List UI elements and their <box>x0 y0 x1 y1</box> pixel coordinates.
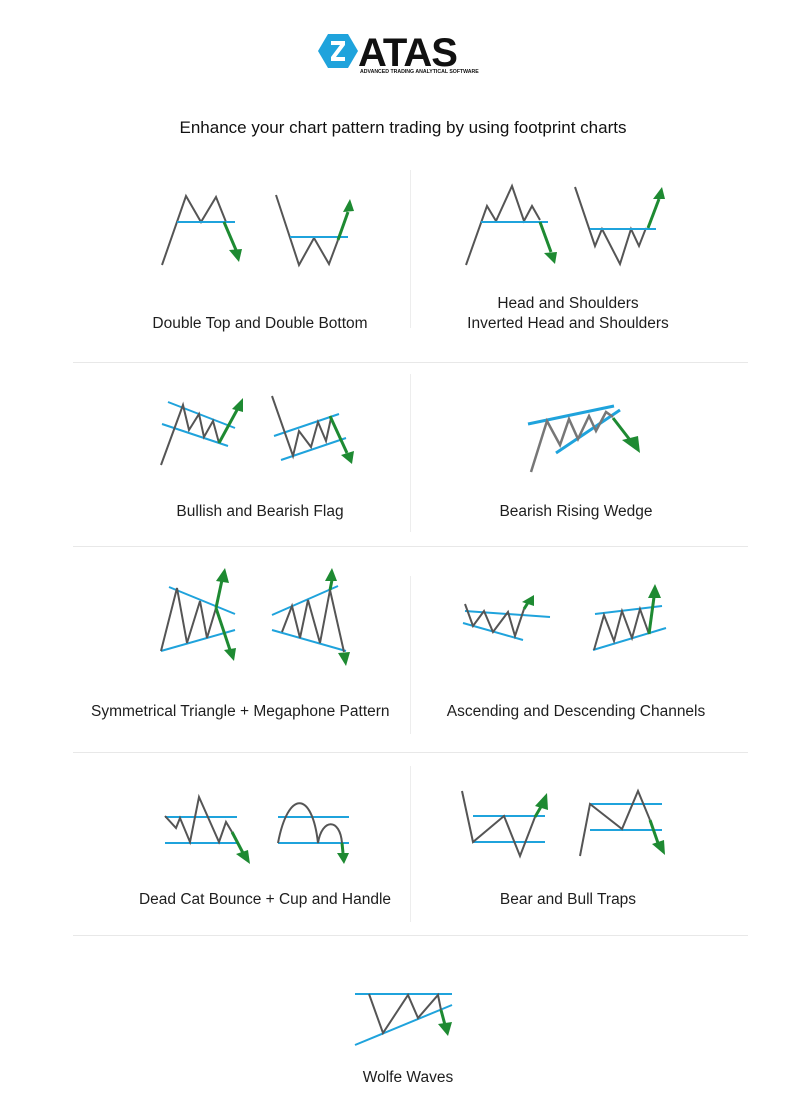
row-divider <box>73 935 748 936</box>
svg-text:ATAS: ATAS <box>358 32 457 74</box>
svg-text:ADVANCED TRADING ANALYTICAL SO: ADVANCED TRADING ANALYTICAL SOFTWARE <box>360 69 479 74</box>
column-divider <box>410 374 411 532</box>
column-divider <box>410 576 411 734</box>
row-divider <box>73 362 748 363</box>
column-divider <box>410 170 411 328</box>
pattern-label-flags: Bullish and Bearish Flag <box>176 503 344 520</box>
column-divider <box>410 766 411 922</box>
row-divider <box>73 546 748 547</box>
pattern-label-rising-wedge: Bearish Rising Wedge <box>499 503 653 520</box>
row-divider <box>73 752 748 753</box>
pattern-label-head-shoulders: Head and Shoulders Inverted Head and Sho… <box>418 294 718 334</box>
pattern-label-wolfe-waves: Wolfe Waves <box>362 1069 454 1086</box>
pattern-label-traps: Bear and Bull Traps <box>499 891 637 908</box>
pattern-label-dead-cat-cup: Dead Cat Bounce + Cup and Handle <box>138 891 392 908</box>
label-line-2: Inverted Head and Shoulders <box>467 315 669 332</box>
pattern-label-triangle-megaphone: Symmetrical Triangle + Megaphone Pattern <box>91 703 390 720</box>
atas-logo: ATAS ADVANCED TRADING ANALYTICAL SOFTWAR… <box>318 31 484 75</box>
page-headline: Enhance your chart pattern trading by us… <box>179 118 627 137</box>
label-line-1: Head and Shoulders <box>497 295 639 312</box>
pattern-label-double-top-bottom: Double Top and Double Bottom <box>152 315 368 332</box>
atas-hexagon-icon: ATAS ADVANCED TRADING ANALYTICAL SOFTWAR… <box>318 31 479 75</box>
pattern-label-channels: Ascending and Descending Channels <box>446 703 706 720</box>
